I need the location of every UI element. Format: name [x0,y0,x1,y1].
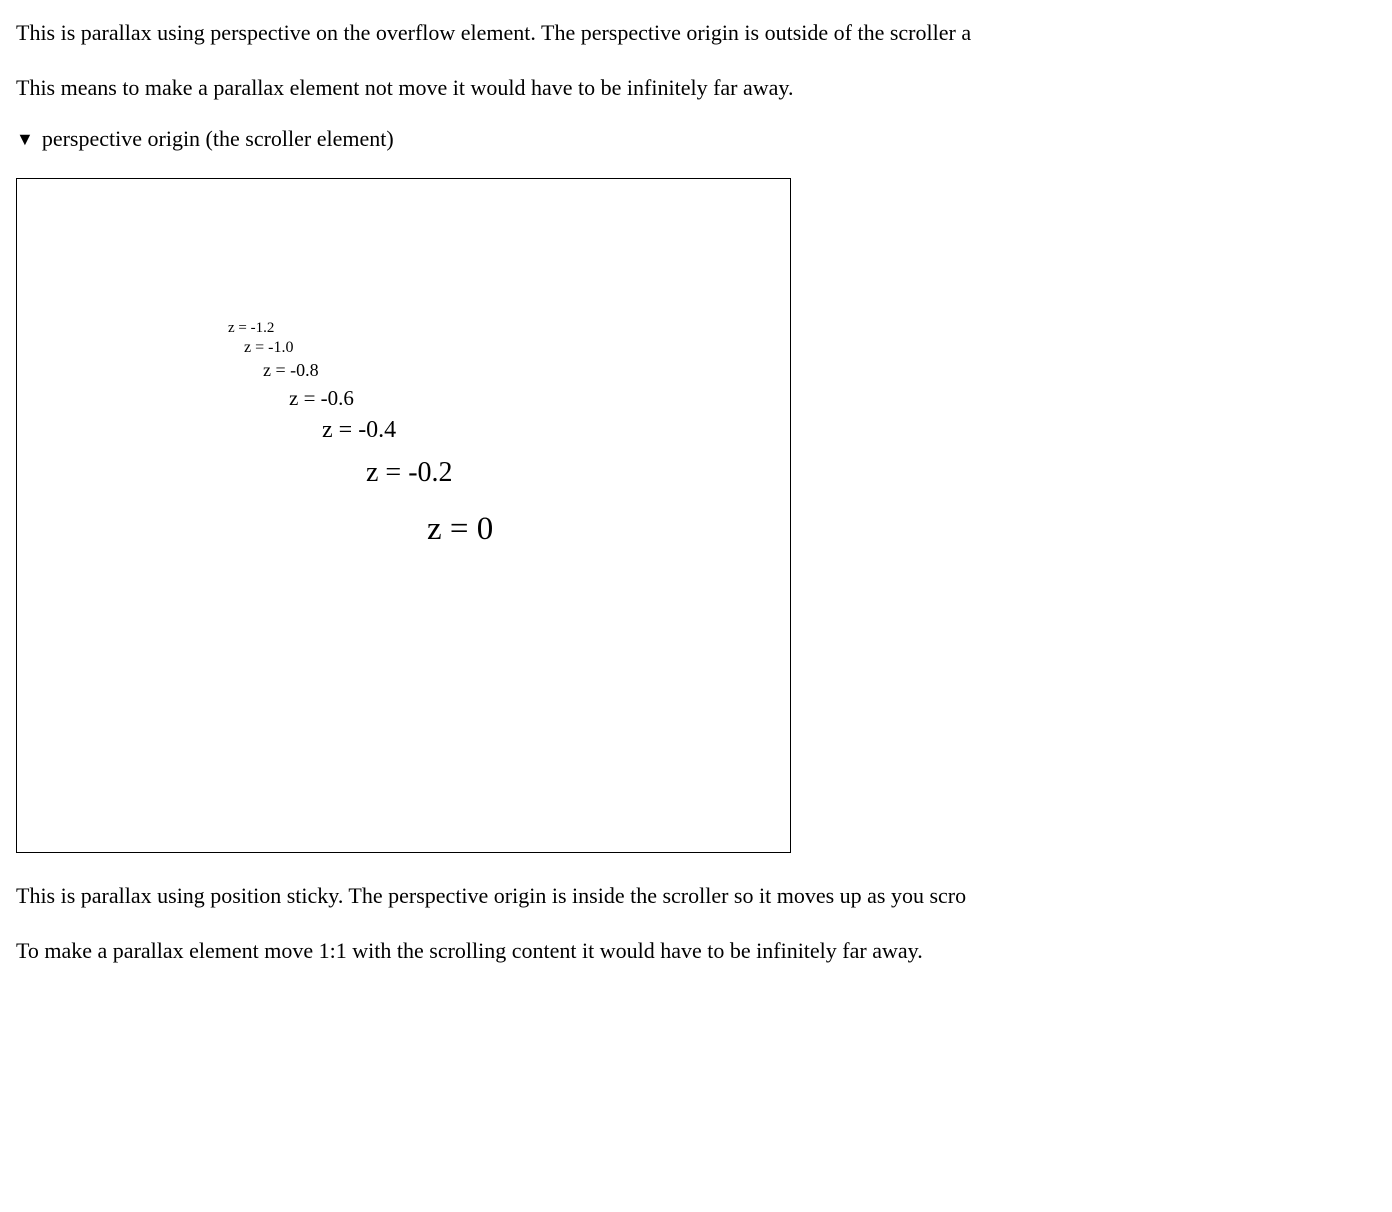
z-layer-label: z = -0.4 [322,417,396,444]
outro-paragraph-1: This is parallax using position sticky. … [16,879,1376,912]
z-layer-label: z = -0.2 [366,457,453,489]
perspective-origin-label: perspective origin (the scroller element… [42,126,394,152]
z-layer-label: z = -0.8 [263,360,319,381]
intro-paragraph-2: This means to make a parallax element no… [16,71,1376,104]
z-layer-label: z = 0 [427,511,493,548]
z-layer-label: z = -1.2 [228,320,274,337]
z-layer-label: z = -1.0 [244,339,293,357]
intro-paragraph-1: This is parallax using perspective on th… [16,16,1376,49]
parallax-scroller[interactable]: z = -1.2 z = -1.0 z = -0.8 z = -0.6 z = -0.4… [16,178,791,853]
perspective-origin-line: ▼ perspective origin (the scroller eleme… [16,126,1376,152]
down-triangle-icon: ▼ [16,130,34,148]
z-layer-label: z = -0.6 [289,386,354,411]
outro-paragraph-2: To make a parallax element move 1:1 with… [16,934,1376,967]
